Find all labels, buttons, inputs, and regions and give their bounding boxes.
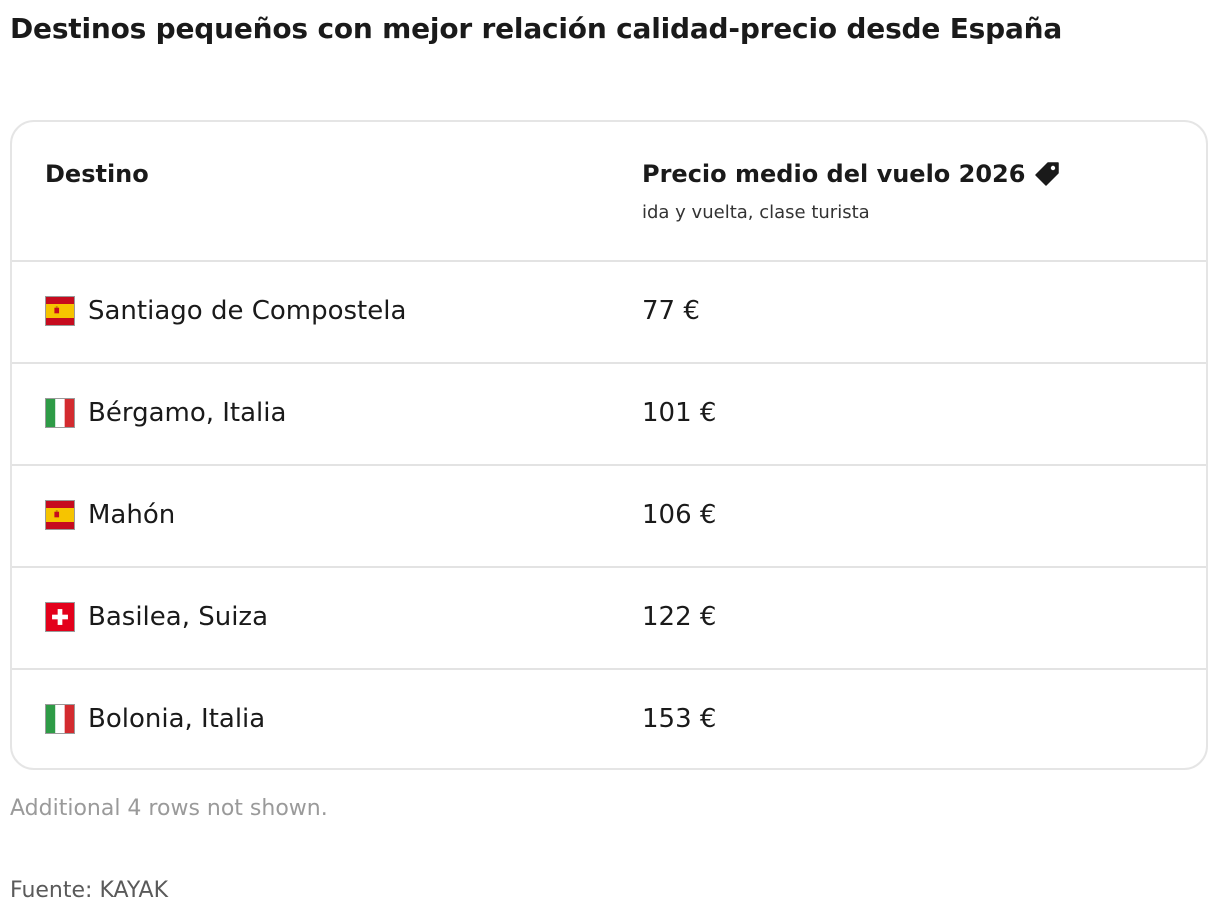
table-row: Mahón 106 € [12,466,1206,568]
italy-flag-icon [45,398,75,428]
price-tag-icon [1033,160,1061,188]
price-table: Destino Precio medio del vuelo 2026 ida … [10,120,1208,770]
rows-hidden-note: Additional 4 rows not shown. [10,796,328,821]
destination-name: Basilea, Suiza [88,602,269,632]
italy-flag-icon [45,704,75,734]
average-price: 77 € [642,296,700,326]
column-header-price: Precio medio del vuelo 2026 [642,160,1061,188]
destination-name: Santiago de Compostela [88,296,407,326]
column-header-price-sublabel: ida y vuelta, clase turista [642,202,870,223]
table-row: Bolonia, Italia 153 € [12,670,1206,768]
spain-flag-icon [45,296,75,326]
destination-name: Mahón [88,500,176,530]
average-price: 153 € [642,704,717,734]
column-header-price-label: Precio medio del vuelo 2026 [642,160,1026,188]
spain-flag-icon [45,500,75,530]
table-row: Bérgamo, Italia 101 € [12,364,1206,466]
column-header-destination: Destino [45,160,149,188]
average-price: 101 € [642,398,717,428]
average-price: 106 € [642,500,717,530]
switzerland-flag-icon [45,602,75,632]
table-row: Santiago de Compostela 77 € [12,262,1206,364]
destination-name: Bolonia, Italia [88,704,266,734]
source-note: Fuente: KAYAK [10,878,169,903]
average-price: 122 € [642,602,717,632]
destination-name: Bérgamo, Italia [88,398,287,428]
table-header-row: Destino Precio medio del vuelo 2026 ida … [12,122,1206,262]
table-row: Basilea, Suiza 122 € [12,568,1206,670]
page-title: Destinos pequeños con mejor relación cal… [10,12,1063,45]
